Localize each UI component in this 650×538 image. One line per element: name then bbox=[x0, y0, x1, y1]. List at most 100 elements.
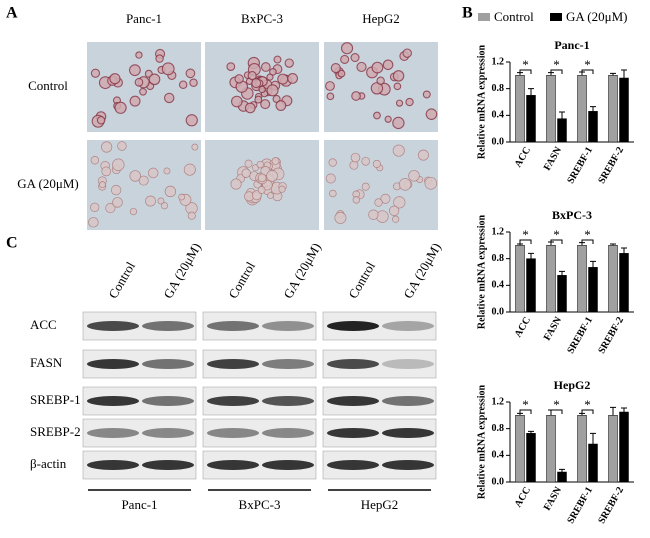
cell bbox=[372, 159, 381, 168]
cell bbox=[271, 157, 280, 165]
significance-bracket bbox=[519, 239, 532, 244]
cell bbox=[417, 149, 429, 161]
bar bbox=[557, 275, 567, 313]
cell bbox=[90, 156, 100, 165]
cell bbox=[398, 178, 412, 191]
cell bbox=[256, 160, 265, 169]
protein-label: FASN bbox=[30, 355, 63, 370]
cell bbox=[325, 81, 335, 91]
band bbox=[327, 396, 379, 406]
bar bbox=[526, 258, 536, 313]
cell bbox=[138, 175, 149, 186]
cell bbox=[88, 217, 99, 228]
band bbox=[87, 359, 139, 369]
y-tick-label: 0.8 bbox=[492, 253, 505, 264]
y-axis-label: Relative mRNA expression bbox=[476, 214, 487, 329]
error-bar bbox=[610, 72, 616, 76]
cell bbox=[185, 68, 196, 79]
error-bar bbox=[621, 407, 627, 412]
cell bbox=[109, 73, 121, 85]
cell bbox=[325, 173, 336, 184]
row-label: Control bbox=[28, 78, 68, 93]
cell bbox=[161, 62, 175, 76]
cell bbox=[392, 215, 400, 223]
y-tick-label: 1.2 bbox=[492, 226, 505, 237]
cell bbox=[178, 193, 185, 201]
cell bbox=[273, 55, 282, 64]
cell bbox=[425, 108, 438, 120]
y-tick-label: 1.2 bbox=[492, 56, 505, 67]
lane-label: GA (20μM) bbox=[280, 240, 324, 301]
cell bbox=[257, 173, 267, 183]
y-axis-label: Relative mRNA expression bbox=[476, 44, 487, 159]
cell bbox=[269, 68, 277, 76]
cell bbox=[260, 62, 271, 72]
cell bbox=[157, 197, 165, 205]
bar bbox=[546, 75, 556, 143]
column-label: BxPC-3 bbox=[241, 11, 283, 26]
cell bbox=[101, 166, 112, 177]
cell bbox=[231, 95, 243, 108]
cell bbox=[247, 71, 257, 81]
cell bbox=[183, 163, 196, 176]
y-tick-label: 1.2 bbox=[492, 396, 505, 407]
panel-label: A bbox=[6, 5, 18, 22]
band bbox=[87, 396, 139, 406]
protein-label: SREBP-2 bbox=[30, 424, 81, 439]
significance-star: * bbox=[584, 227, 591, 242]
cell bbox=[287, 73, 299, 84]
cell bbox=[392, 116, 405, 130]
cell bbox=[234, 74, 244, 84]
cell bbox=[135, 51, 143, 59]
legend-label: GA (20μM) bbox=[566, 9, 628, 24]
protein-label: SREBP-1 bbox=[30, 392, 81, 407]
band bbox=[142, 359, 194, 369]
cell bbox=[380, 193, 391, 204]
bar bbox=[619, 77, 629, 143]
y-tick-label: 0.4 bbox=[492, 110, 505, 121]
error-bar bbox=[528, 430, 534, 434]
cell bbox=[96, 115, 106, 125]
cell bbox=[258, 85, 266, 94]
protein-label: ACC bbox=[30, 317, 57, 332]
cell bbox=[328, 158, 337, 167]
error-bar bbox=[559, 270, 565, 276]
cell bbox=[402, 48, 412, 58]
significance-bracket bbox=[550, 69, 563, 74]
cell bbox=[356, 61, 367, 73]
cell bbox=[185, 114, 198, 127]
band bbox=[382, 359, 434, 369]
x-tick-label: SREBF-2 bbox=[596, 145, 626, 186]
cell bbox=[101, 141, 113, 153]
significance-star: * bbox=[553, 57, 560, 72]
cell bbox=[105, 203, 116, 214]
bar bbox=[577, 75, 587, 143]
bar bbox=[526, 95, 536, 143]
column-label: HepG2 bbox=[362, 11, 400, 26]
cell bbox=[254, 95, 263, 104]
band bbox=[382, 321, 434, 331]
cell bbox=[257, 186, 266, 194]
band bbox=[382, 460, 434, 470]
cell bbox=[90, 68, 101, 78]
cell bbox=[376, 210, 389, 223]
cell bbox=[244, 159, 253, 168]
cell bbox=[329, 189, 337, 198]
band bbox=[262, 460, 314, 470]
bar bbox=[515, 415, 525, 483]
cell bbox=[392, 70, 405, 82]
bar bbox=[608, 75, 618, 143]
cell bbox=[361, 182, 370, 191]
band bbox=[207, 396, 259, 406]
bar bbox=[608, 245, 618, 313]
cell bbox=[376, 76, 385, 85]
cell bbox=[382, 59, 394, 71]
y-tick-label: 0.0 bbox=[492, 306, 505, 317]
bar bbox=[557, 118, 567, 143]
chart-title: BxPC-3 bbox=[552, 208, 592, 222]
bar bbox=[515, 75, 525, 143]
cell bbox=[112, 158, 125, 171]
cell bbox=[112, 197, 123, 208]
band bbox=[142, 460, 194, 470]
cell bbox=[371, 61, 384, 74]
